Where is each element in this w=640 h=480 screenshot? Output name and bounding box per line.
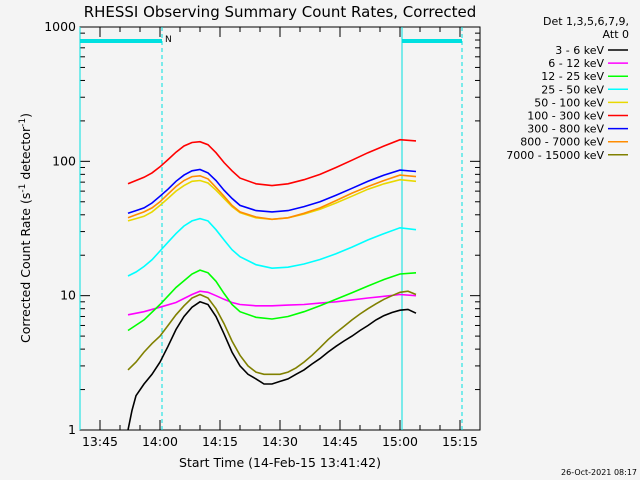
y-tick-label: 100 <box>52 153 76 168</box>
series-line <box>127 269 417 332</box>
x-axis-label: Start Time (14-Feb-15 13:41:42) <box>179 455 381 470</box>
legend-header-attenuator: Att 0 <box>603 28 629 41</box>
x-axis: 13:45 14:00 14:15 14:30 14:45 15:00 15:15 <box>79 27 481 449</box>
series-line <box>127 174 417 221</box>
x-tick-label: 15:15 <box>442 434 478 449</box>
y-axis-label-superscript: -1 <box>18 118 28 127</box>
y-tick-label: 1000 <box>44 19 76 34</box>
legend-label: 800 - 7000 keV <box>520 136 604 149</box>
y-axis-label-part: Corrected Count Rate (s <box>18 193 33 343</box>
legend-label: 12 - 25 keV <box>541 70 604 83</box>
x-tick-label: 15:00 <box>382 434 418 449</box>
y-axis-label-part: ) <box>18 113 33 118</box>
legend-label: 3 - 6 keV <box>555 44 604 57</box>
series-line <box>127 178 417 222</box>
series-group <box>127 138 417 431</box>
legend-label: 300 - 800 keV <box>527 123 604 136</box>
x-tick-label: 14:45 <box>322 434 358 449</box>
y-axis-label-part: detector <box>18 126 33 184</box>
legend-label: 25 - 50 keV <box>541 83 604 96</box>
x-tick-label: 13:45 <box>82 434 118 449</box>
night-marker-label: N <box>165 35 172 45</box>
legend-label: 6 - 12 keV <box>548 57 604 70</box>
legend-label: 7000 - 15000 keV <box>506 149 604 162</box>
y-axis-label-superscript: -1 <box>18 184 28 193</box>
series-line <box>127 300 417 431</box>
series-line <box>127 138 417 187</box>
chart-title: RHESSI Observing Summary Count Rates, Co… <box>84 3 477 21</box>
y-tick-label: 10 <box>60 288 76 303</box>
series-line <box>127 290 417 316</box>
legend-header-detectors: Det 1,3,5,6,7,9, <box>543 15 629 28</box>
series-line <box>127 290 417 376</box>
y-tick-label: 1 <box>68 422 76 437</box>
footer-timestamp: 26-Oct-2021 08:17 <box>561 468 637 477</box>
x-tick-label: 14:15 <box>202 434 238 449</box>
series-line <box>127 217 417 277</box>
legend-label: 100 - 300 keV <box>527 110 604 123</box>
x-tick-label: 14:30 <box>262 434 298 449</box>
legend-label: 50 - 100 keV <box>534 96 604 109</box>
y-axis: 1 10 100 1000 <box>44 19 480 437</box>
x-tick-label: 14:00 <box>142 434 178 449</box>
plot-area <box>79 26 481 431</box>
y-axis-label: Corrected Count Rate (s-1 detector-1) <box>18 113 33 343</box>
series-line <box>127 168 417 215</box>
